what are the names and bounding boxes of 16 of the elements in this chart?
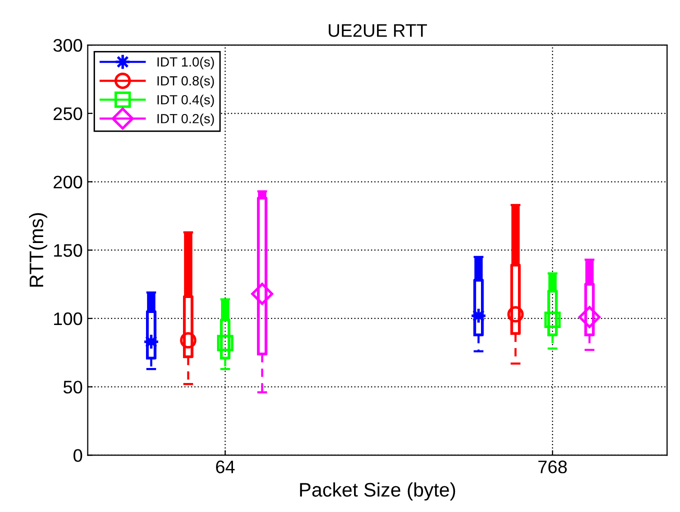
y-tick-label: 200 — [54, 176, 82, 188]
y-tick-label: 250 — [54, 107, 82, 120]
y-tick-label: 300 — [53, 38, 82, 52]
y-tick-label: 50 — [64, 380, 82, 394]
chart-title: UE2UE RTT — [328, 24, 427, 37]
y-tick-label: 100 — [54, 312, 82, 326]
y-tick-label: 150 — [54, 244, 82, 257]
x-tick-label: 64 — [216, 460, 235, 474]
legend-label: IDT 1.0(s) — [158, 56, 214, 70]
legend-label: IDT 0.8(s) — [158, 76, 214, 88]
legend-label: IDT 0.4(s) — [158, 94, 214, 108]
y-tick-label: 0 — [74, 449, 82, 462]
legend-label: IDT 0.2(s) — [158, 114, 214, 126]
x-tick-label: 768 — [538, 460, 567, 474]
y-axis-title: RTT(ms) — [29, 213, 48, 287]
x-axis-title: Packet Size (byte) — [300, 482, 456, 501]
